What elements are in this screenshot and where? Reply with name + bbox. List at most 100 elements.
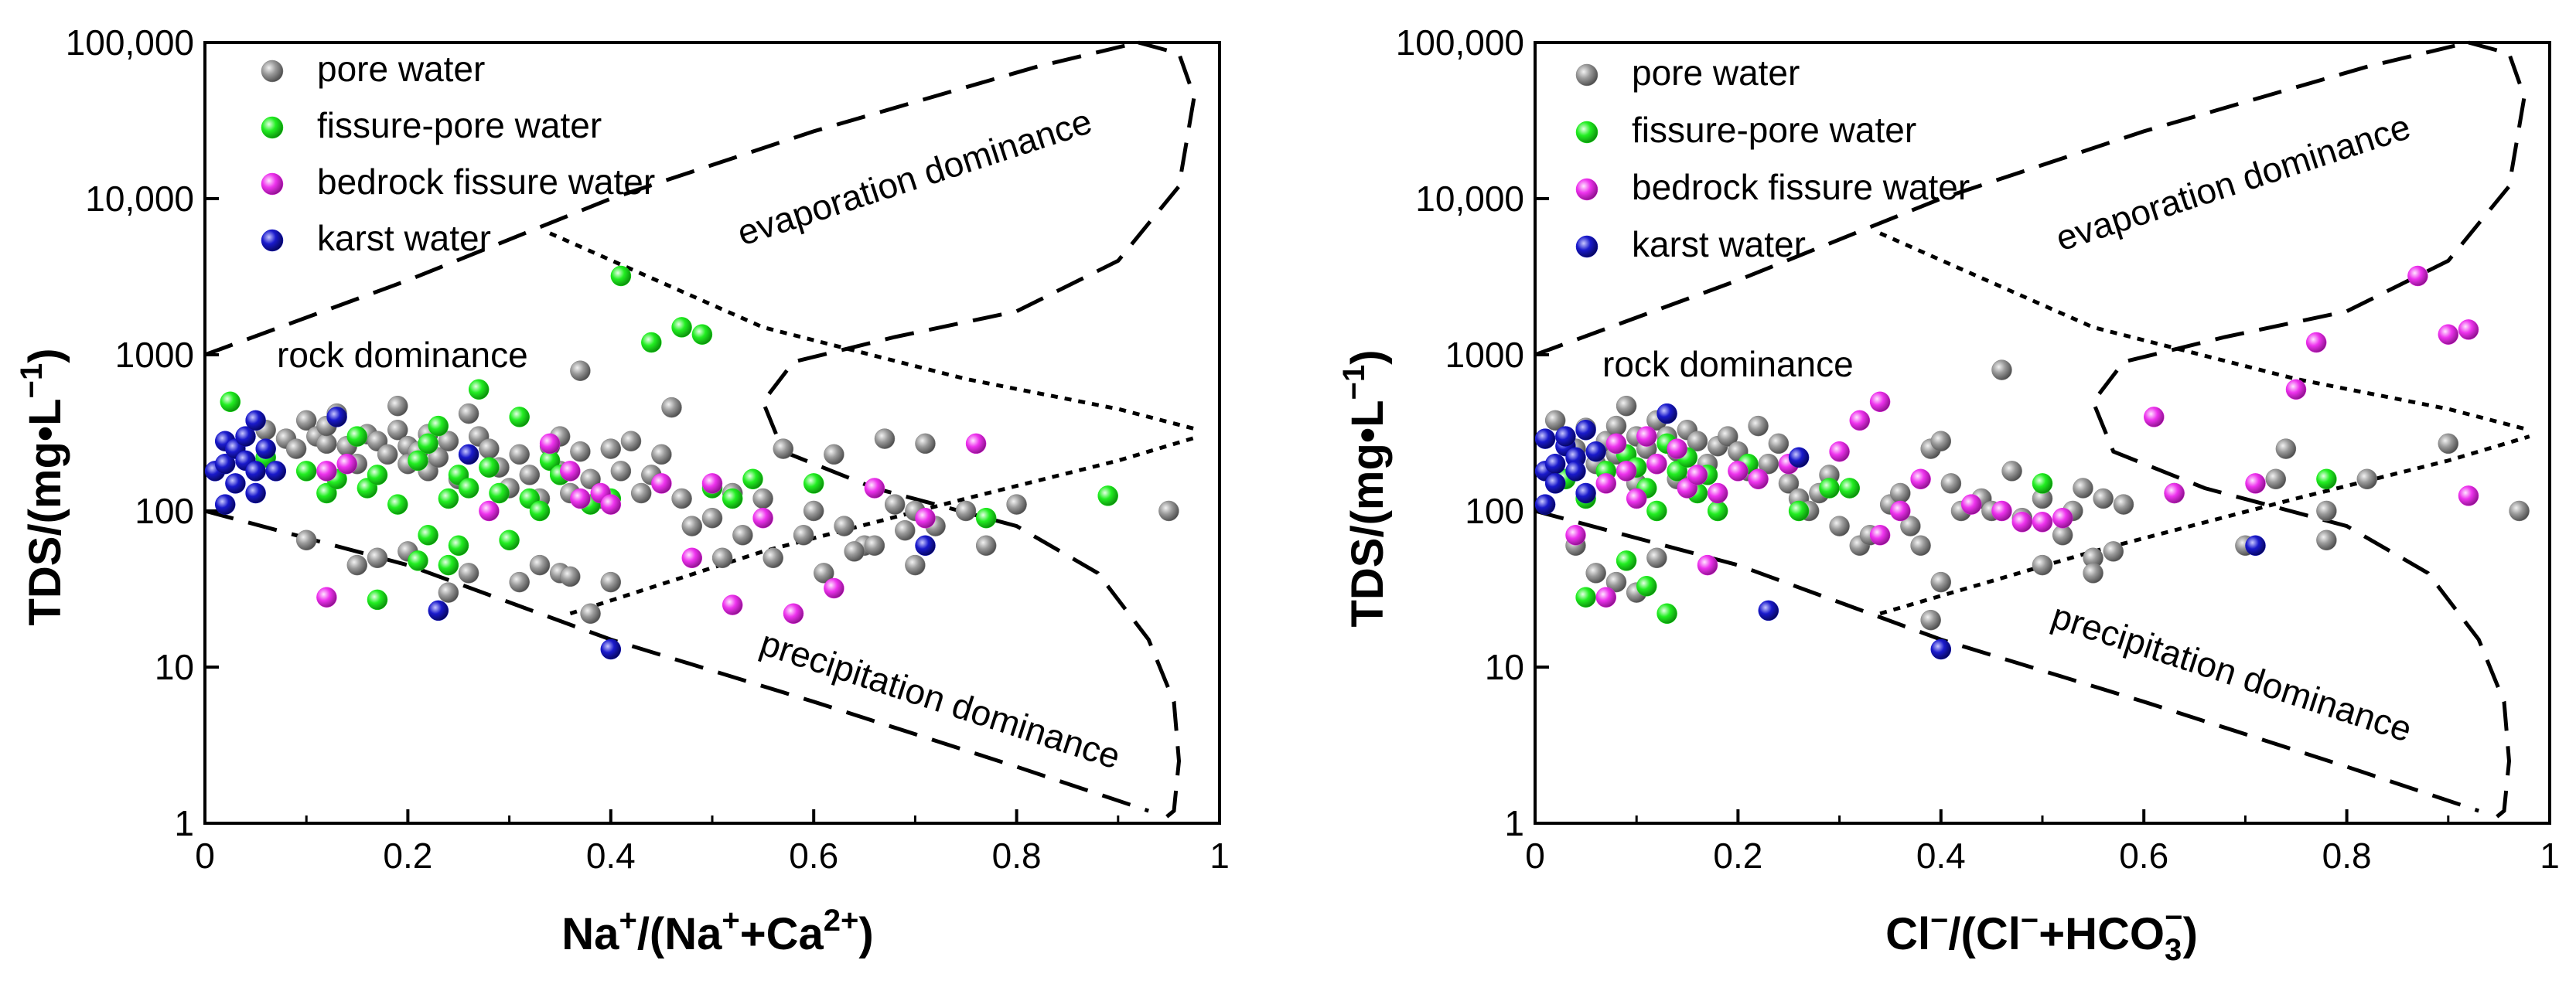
data-point-fissure-pore-water (641, 332, 662, 353)
legend-marker-bedrock-fissure-water (1575, 178, 1598, 201)
data-point-pore-water (2356, 468, 2378, 490)
data-point-pore-water (895, 519, 916, 541)
data-point-bedrock-fissure-water (783, 603, 804, 625)
boundary-upper-dashed-line (204, 40, 1139, 357)
x-tick-label: 0.4 (1916, 836, 1966, 876)
data-point-pore-water (763, 547, 783, 569)
data-point-fissure-pore-water (1788, 500, 1810, 522)
data-point-pore-water (560, 566, 581, 587)
data-point-bedrock-fissure-water (1605, 433, 1627, 455)
data-point-bedrock-fissure-water (1565, 525, 1586, 546)
boundary-right-dashed-curve (2090, 40, 2527, 825)
data-point-karst-water (1544, 473, 1566, 494)
y-axis-title: TDS/(mg•L−1) (1337, 349, 1393, 627)
data-point-fissure-pore-water (367, 465, 388, 485)
x-tick-label: 0.8 (2322, 836, 2372, 876)
data-point-pore-water (295, 529, 317, 551)
data-point-pore-water (1158, 500, 1179, 522)
boundary-upper-dashed-line (1534, 40, 2469, 357)
data-point-pore-water (580, 603, 601, 625)
data-point-pore-water (1991, 359, 2012, 380)
legend-karst-water-label: karst water (317, 218, 491, 258)
data-point-fissure-pore-water (418, 525, 438, 546)
y-tick-label: 1000 (115, 335, 194, 375)
data-point-fissure-pore-water (448, 535, 469, 557)
x-tick-label: 0.4 (586, 836, 636, 876)
data-point-pore-water (2265, 468, 2287, 490)
y-tick-label: 10 (155, 647, 194, 687)
data-point-pore-water (864, 535, 885, 557)
data-point-karst-water (1575, 420, 1596, 441)
data-point-karst-water (1656, 403, 1677, 424)
data-point-karst-water (1930, 638, 1952, 660)
legend-marker-pore-water (1575, 63, 1598, 87)
data-point-pore-water (479, 438, 500, 459)
data-point-bedrock-fissure-water (1616, 461, 1637, 482)
data-point-pore-water (1605, 415, 1627, 437)
data-point-bedrock-fissure-water (864, 478, 885, 499)
data-point-pore-water (1829, 516, 1850, 536)
legend-karst-water-label: karst water (1632, 224, 1806, 264)
data-point-fissure-pore-water (529, 500, 551, 522)
data-point-bedrock-fissure-water (2032, 512, 2053, 533)
data-point-karst-water (214, 453, 236, 475)
data-point-pore-water (1616, 395, 1637, 417)
data-point-pore-water (1748, 415, 1769, 437)
data-point-pore-water (387, 420, 408, 441)
data-point-bedrock-fissure-water (2438, 324, 2459, 345)
data-point-fissure-pore-water (1636, 576, 1657, 597)
data-point-pore-water (620, 431, 642, 451)
data-point-bedrock-fissure-water (701, 473, 723, 494)
legend-bedrock-fissure-water-label: bedrock fissure water (1632, 167, 1970, 207)
data-point-bedrock-fissure-water (1728, 461, 1749, 482)
y-tick-label: 10 (1485, 647, 1524, 687)
data-point-pore-water (600, 571, 622, 593)
x-tick-label: 0.6 (2119, 836, 2168, 876)
data-point-pore-water (752, 488, 773, 509)
data-point-karst-water (245, 410, 266, 431)
data-point-karst-water (600, 638, 622, 660)
data-point-karst-water (428, 600, 449, 621)
data-point-fissure-pore-water (1839, 478, 1860, 499)
data-point-bedrock-fissure-water (1646, 453, 1667, 475)
data-point-bedrock-fissure-water (479, 500, 500, 522)
data-point-bedrock-fissure-water (1829, 441, 1850, 462)
region-rock-dominance-label: rock dominance (277, 335, 528, 375)
data-point-fissure-pore-water (438, 554, 459, 576)
boundary-lower-dashed-line (204, 509, 1149, 813)
data-point-bedrock-fissure-water (316, 587, 337, 608)
data-point-bedrock-fissure-water (1869, 391, 1891, 413)
data-point-pore-water (2103, 541, 2124, 562)
x-tick-label: 1 (1210, 836, 1230, 876)
legend-fissure-pore-water-label: fissure-pore water (1632, 110, 1916, 150)
data-point-bedrock-fissure-water (2305, 332, 2327, 353)
data-point-fissure-pore-water (1616, 550, 1637, 571)
data-point-bedrock-fissure-water (681, 547, 703, 569)
data-point-bedrock-fissure-water (336, 453, 357, 475)
data-point-fissure-pore-water (1707, 500, 1728, 522)
data-point-pore-water (377, 444, 398, 465)
data-point-pore-water (844, 541, 865, 562)
data-point-pore-water (570, 360, 591, 381)
x-tick-label: 1 (2540, 836, 2560, 876)
data-point-pore-water (2083, 563, 2103, 584)
data-point-fissure-pore-water (803, 473, 824, 494)
data-point-fissure-pore-water (742, 468, 763, 490)
data-point-bedrock-fissure-water (2407, 265, 2428, 287)
x-axis-title: Cl−/(Cl−+HCO3−) (1885, 901, 2198, 967)
data-point-pore-water (438, 582, 459, 603)
data-point-bedrock-fissure-water (1748, 468, 1769, 490)
x-tick-label: 0 (1525, 836, 1545, 876)
data-point-bedrock-fissure-water (560, 461, 581, 482)
data-point-pore-water (295, 410, 317, 431)
y-tick-label: 100,000 (1396, 22, 1524, 63)
data-point-fissure-pore-water (671, 317, 692, 338)
data-point-pore-water (884, 494, 906, 515)
data-point-pore-water (711, 547, 733, 569)
y-tick-label: 1 (174, 803, 194, 843)
data-point-pore-water (570, 441, 591, 462)
data-point-pore-water (367, 547, 388, 569)
data-point-karst-water (265, 461, 287, 482)
data-point-pore-water (529, 554, 551, 576)
data-point-pore-water (1930, 431, 1952, 451)
